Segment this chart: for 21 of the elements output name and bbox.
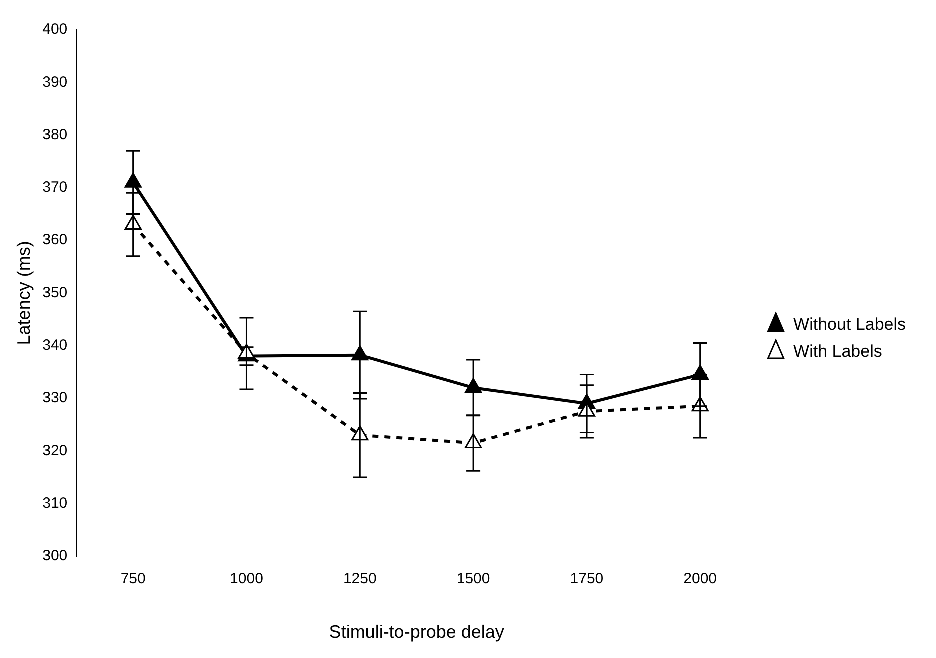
x-axis-title: Stimuli-to-probe delay: [329, 622, 504, 642]
y-tick-label: 310: [42, 494, 68, 512]
x-tick-label: 750: [120, 570, 146, 588]
y-tick-label: 350: [42, 284, 68, 302]
legend-label: Without Labels: [794, 315, 906, 334]
x-tick-label: 2000: [684, 570, 718, 588]
y-tick-label: 320: [42, 442, 68, 460]
legend-label: With Labels: [794, 342, 882, 362]
y-tick-label: 390: [42, 74, 68, 91]
x-tick-label: 1500: [456, 570, 490, 588]
x-tick-label: 1750: [570, 570, 604, 588]
y-tick-label: 340: [42, 336, 68, 354]
y-axis-title: Latency (ms): [14, 241, 34, 346]
y-tick-label: 360: [42, 232, 68, 249]
y-tick-label: 380: [42, 126, 68, 144]
y-tick-label: 300: [42, 548, 68, 565]
y-tick-label: 370: [42, 179, 68, 196]
y-tick-label: 330: [42, 390, 68, 407]
y-tick-label: 400: [42, 21, 68, 38]
x-tick-label: 1000: [230, 570, 264, 588]
x-tick-label: 1250: [343, 570, 377, 588]
